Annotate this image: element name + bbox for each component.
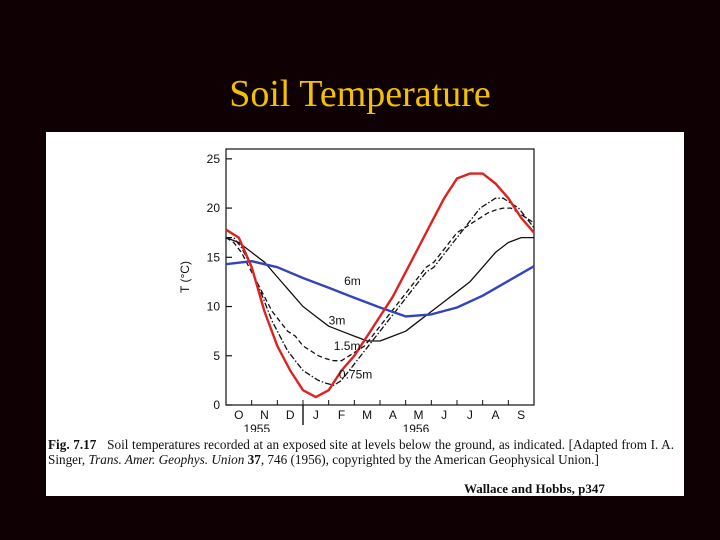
y-axis-label: T (°C) xyxy=(178,261,192,293)
figure-panel: T (°C) 0 5 10 15 20 25 O N D J F M A M J J A S 1955 1956 0… xyxy=(46,132,684,496)
soil-temperature-chart: T (°C) 0 5 10 15 20 25 O N D J F M A M J J A S 1955 1956 0… xyxy=(178,148,535,432)
series-line-4 xyxy=(225,172,535,399)
x-tick-label-9: J xyxy=(467,408,473,422)
series-layer xyxy=(225,172,535,399)
caption-text-2: , 746 (1956), copyrighted by the America… xyxy=(260,452,599,467)
series-labels: 0.75m 1.5m 3m 6m xyxy=(329,274,373,382)
year-label-1: 1956 xyxy=(403,422,430,432)
x-tick-label-10: A xyxy=(491,408,499,422)
y-tick-label-5: 5 xyxy=(213,349,220,363)
figure-caption: Fig. 7.17 Soil temperatures recorded at … xyxy=(48,437,674,467)
series-line-3 xyxy=(225,259,535,318)
series-line-0 xyxy=(226,197,535,386)
year-label-0: 1955 xyxy=(243,422,270,432)
slide-title: Soil Temperature xyxy=(229,73,491,115)
series-label-1: 1.5m xyxy=(334,339,361,353)
source-credit: Wallace and Hobbs, p347 xyxy=(464,481,605,496)
y-tick-label-20: 20 xyxy=(207,201,221,215)
x-tick-label-3: J xyxy=(313,408,319,422)
y-tick-label-25: 25 xyxy=(207,152,221,166)
caption-journal: Trans. Amer. Geophys. Union xyxy=(88,452,245,467)
plot-frame xyxy=(225,148,535,406)
caption-text-1: Soil temperatures recorded at an exposed… xyxy=(48,437,674,467)
x-ticks: O N D J F M A M J J A S 1955 1956 xyxy=(234,400,525,432)
x-tick-label-5: M xyxy=(362,408,372,422)
x-tick-label-2: D xyxy=(286,408,295,422)
x-tick-label-6: A xyxy=(389,408,397,422)
x-tick-label-4: F xyxy=(338,408,345,422)
series-line-2 xyxy=(225,236,534,342)
x-tick-label-8: J xyxy=(441,408,447,422)
y-tick-label-15: 15 xyxy=(207,250,221,264)
y-tick-label-10: 10 xyxy=(207,300,221,314)
caption-volume: 37 xyxy=(247,452,261,467)
series-label-0: 0.75m xyxy=(339,367,372,381)
figure-label: Fig. 7.17 xyxy=(48,437,97,452)
series-line-1 xyxy=(225,207,535,362)
x-tick-label-11: S xyxy=(517,408,525,422)
series-label-2: 3m xyxy=(329,313,346,327)
x-tick-label-7: M xyxy=(414,408,424,422)
y-ticks: 0 5 10 15 20 25 xyxy=(207,152,232,412)
x-tick-label-1: N xyxy=(260,408,269,422)
x-tick-label-0: O xyxy=(234,408,243,422)
series-label-3: 6m xyxy=(344,274,361,288)
y-tick-label-0: 0 xyxy=(213,398,220,412)
